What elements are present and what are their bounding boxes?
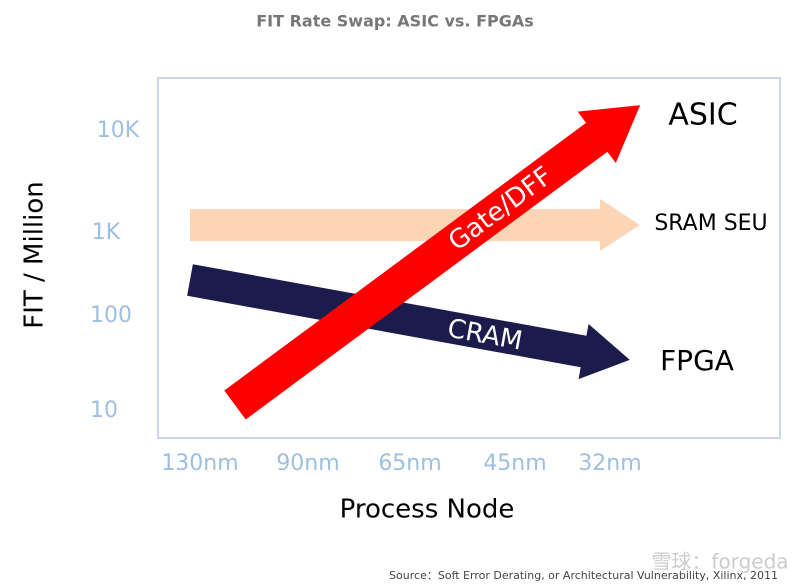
gate-arrow: Gate/DFF <box>224 105 641 420</box>
plot-frame <box>157 77 781 439</box>
arrow-label: CRAM <box>445 314 525 357</box>
y-tick-label: 100 <box>90 303 132 328</box>
x-tick-label: 65nm <box>378 451 441 476</box>
arrow-end-label: FPGA <box>660 344 734 377</box>
y-tick-label: 1K <box>92 220 121 245</box>
x-tick-label: 32nm <box>578 451 641 476</box>
y-tick-label: 10 <box>90 398 118 423</box>
x-tick-label: 130nm <box>161 451 238 476</box>
x-tick-label: 90nm <box>276 451 339 476</box>
y-tick-label: 10K <box>97 118 140 143</box>
sram-arrow <box>190 199 640 251</box>
watermark: 雪球：forgeda <box>651 550 788 574</box>
source: Source：Soft Error Derating, or Architect… <box>389 569 778 582</box>
title: FIT Rate Swap: ASIC vs. FPGAs <box>256 12 534 31</box>
arrow-end-label: SRAM SEU <box>654 211 767 236</box>
arrow-end-label: ASIC <box>668 98 737 133</box>
x-axis-label: Process Node <box>340 495 515 525</box>
x-tick-label: 45nm <box>483 451 546 476</box>
y-axis-label: FIT / Million <box>20 181 50 329</box>
